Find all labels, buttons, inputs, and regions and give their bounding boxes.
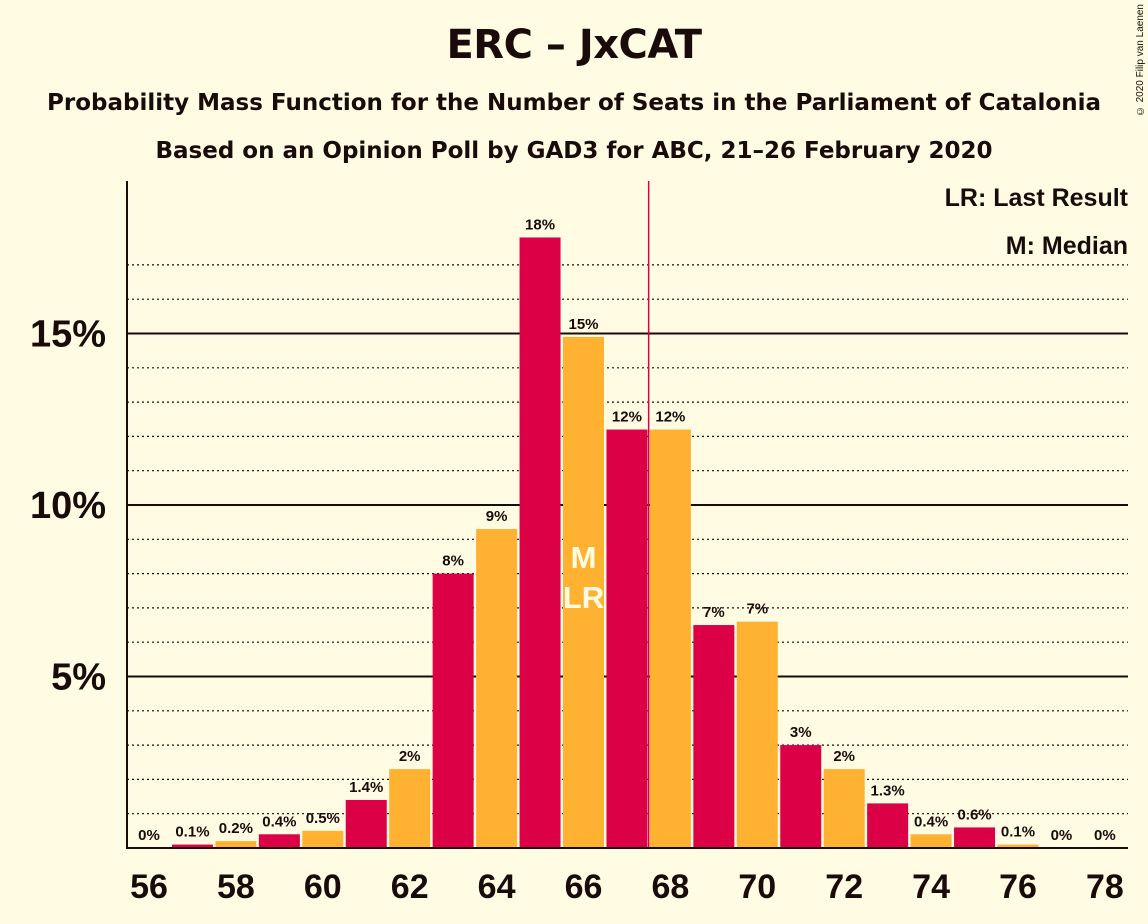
- data-label: 1.4%: [349, 779, 383, 796]
- legend-last-result: LR: Last Result: [944, 184, 1128, 212]
- bar-seat-74: [910, 834, 952, 848]
- data-label: 8%: [442, 553, 464, 570]
- bar-seat-65: [519, 237, 561, 848]
- x-tick-label: 64: [478, 868, 516, 906]
- data-label: 7%: [746, 601, 768, 618]
- x-tick-label: 74: [912, 868, 950, 906]
- bar-seat-64: [476, 529, 518, 848]
- bar-seat-58: [215, 841, 257, 848]
- y-tick-label: 10%: [30, 485, 106, 527]
- x-tick-label: 78: [1086, 868, 1124, 906]
- data-label: 12%: [655, 409, 685, 426]
- bar-seat-73: [867, 803, 909, 848]
- bar-seat-67: [606, 429, 648, 848]
- bar-seat-75: [954, 827, 996, 848]
- data-label: 0.6%: [957, 806, 991, 823]
- bar-seat-71: [780, 745, 822, 848]
- legend-median: M: Median: [1005, 232, 1128, 260]
- x-tick-label: 62: [391, 868, 429, 906]
- bar-seat-70: [736, 621, 778, 848]
- x-tick-label: 56: [130, 868, 168, 906]
- x-tick-label: 72: [825, 868, 863, 906]
- x-tick-label: 68: [651, 868, 689, 906]
- data-label: 0.1%: [175, 824, 209, 841]
- x-tick-label: 66: [565, 868, 603, 906]
- data-label: 0.5%: [306, 810, 340, 827]
- data-label: 2%: [833, 748, 855, 765]
- bar-seat-57: [171, 844, 213, 848]
- data-label: 12%: [612, 409, 642, 426]
- x-tick-label: 70: [738, 868, 776, 906]
- data-label: 7%: [703, 604, 725, 621]
- last-result-marker: LR: [563, 580, 604, 615]
- bar-seat-61: [345, 799, 387, 848]
- data-label: 3%: [790, 724, 812, 741]
- median-marker: M: [571, 540, 597, 575]
- bar-seat-69: [693, 625, 735, 848]
- bar-seat-62: [389, 769, 431, 848]
- data-label: 18%: [525, 216, 555, 233]
- bar-seat-72: [823, 769, 865, 848]
- chart-subtitle: Probability Mass Function for the Number…: [47, 90, 1101, 116]
- data-label: 0%: [138, 827, 160, 844]
- x-tick-label: 60: [304, 868, 342, 906]
- data-label: 9%: [486, 508, 508, 525]
- bar-seat-59: [258, 834, 300, 848]
- data-label: 0.1%: [1001, 824, 1035, 841]
- bar-seat-68: [649, 429, 691, 848]
- x-tick-label: 76: [999, 868, 1037, 906]
- data-label: 0.4%: [262, 813, 296, 830]
- x-tick-label: 58: [217, 868, 255, 906]
- data-label: 2%: [399, 748, 421, 765]
- data-label: 0.2%: [219, 820, 253, 837]
- bar-seat-76: [997, 844, 1039, 848]
- y-tick-label: 15%: [30, 314, 106, 356]
- data-label: 0%: [1094, 827, 1116, 844]
- chart-title: ERC – JxCAT: [446, 22, 702, 68]
- y-tick-label: 5%: [51, 657, 106, 699]
- bar-seat-63: [432, 573, 474, 848]
- data-label: 0.4%: [914, 813, 948, 830]
- data-label: 0%: [1051, 827, 1073, 844]
- chart-source: Based on an Opinion Poll by GAD3 for ABC…: [155, 138, 993, 164]
- bar-seat-66: [563, 336, 604, 848]
- data-label: 1.3%: [871, 782, 905, 799]
- bar-seat-60: [302, 830, 344, 848]
- data-label: 15%: [568, 316, 598, 333]
